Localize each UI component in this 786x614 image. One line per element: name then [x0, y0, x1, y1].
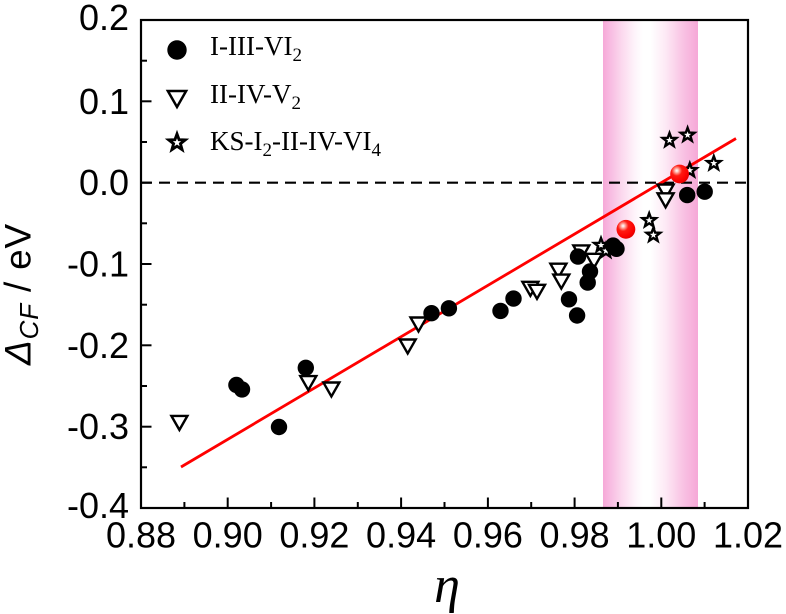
svg-text:0.88: 0.88	[106, 515, 176, 556]
svg-text:-0.3: -0.3	[67, 406, 129, 447]
svg-text:0.90: 0.90	[193, 515, 263, 556]
svg-text:-0.4: -0.4	[67, 485, 129, 526]
svg-text:η: η	[434, 557, 460, 614]
svg-text:-0.2: -0.2	[67, 325, 129, 366]
svg-text:0.94: 0.94	[366, 515, 436, 556]
svg-text:0.0: 0.0	[79, 162, 129, 203]
svg-text:ΔCF / eV: ΔCF / eV	[0, 223, 44, 366]
svg-text:KS-I2-II-IV-VI4: KS-I2-II-IV-VI4	[210, 126, 381, 161]
svg-text:0.2: 0.2	[79, 0, 129, 38]
svg-text:1.00: 1.00	[626, 515, 696, 556]
svg-text:-0.1: -0.1	[67, 244, 129, 285]
svg-text:0.92: 0.92	[279, 515, 349, 556]
svg-text:1.02: 1.02	[713, 515, 783, 556]
svg-text:I-III-VI2: I-III-VI2	[210, 31, 302, 66]
svg-text:0.96: 0.96	[453, 515, 523, 556]
svg-text:0.1: 0.1	[79, 81, 129, 122]
svg-text:II-IV-V2: II-IV-V2	[210, 79, 301, 114]
svg-text:0.98: 0.98	[540, 515, 610, 556]
